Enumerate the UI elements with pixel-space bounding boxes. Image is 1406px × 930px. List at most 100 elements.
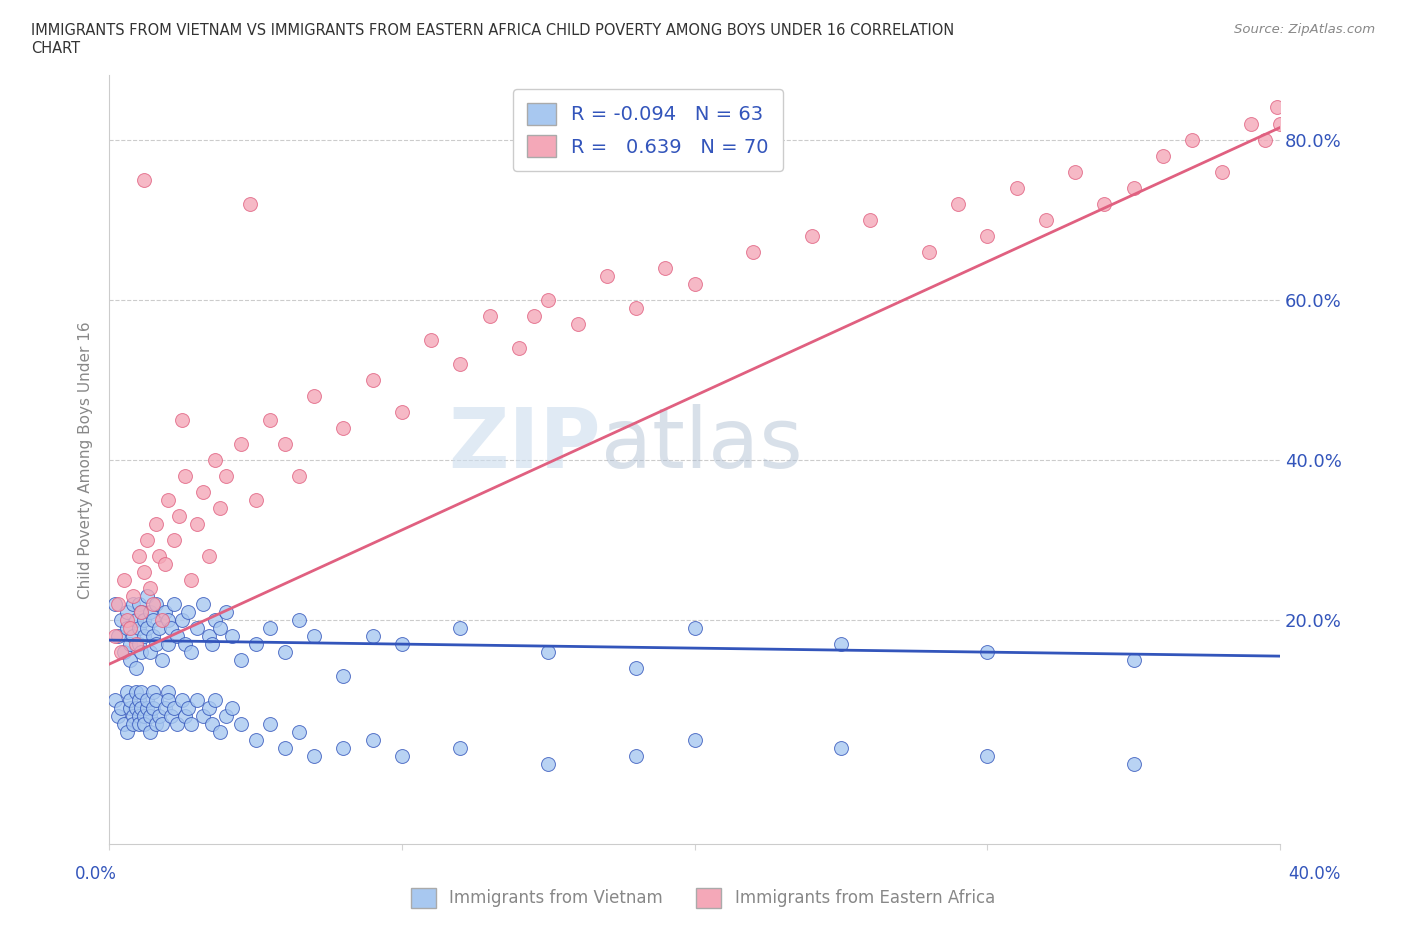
- Point: [274, 644, 297, 659]
- Point: [162, 700, 184, 715]
- Point: [450, 620, 472, 635]
- Point: [166, 717, 188, 732]
- Point: [110, 644, 132, 659]
- Point: [186, 516, 208, 531]
- Point: [201, 717, 224, 732]
- Point: [537, 757, 560, 772]
- Point: [156, 493, 179, 508]
- Point: [131, 700, 153, 715]
- Point: [150, 717, 173, 732]
- Point: [121, 717, 143, 732]
- Point: [391, 637, 413, 652]
- Point: [169, 509, 191, 524]
- Point: [124, 613, 146, 628]
- Point: [215, 709, 238, 724]
- Point: [180, 717, 202, 732]
- Point: [391, 405, 413, 419]
- Point: [683, 620, 706, 635]
- Point: [124, 637, 146, 652]
- Point: [361, 372, 384, 387]
- Point: [115, 604, 138, 619]
- Point: [159, 709, 181, 724]
- Point: [976, 228, 998, 243]
- Point: [142, 629, 165, 644]
- Point: [204, 693, 226, 708]
- Point: [274, 741, 297, 756]
- Point: [118, 637, 141, 652]
- Point: [209, 724, 232, 739]
- Point: [148, 620, 170, 635]
- Point: [153, 556, 176, 571]
- Point: [204, 613, 226, 628]
- Point: [121, 597, 143, 612]
- Point: [142, 684, 165, 699]
- Point: [124, 700, 146, 715]
- Legend: Immigrants from Vietnam, Immigrants from Eastern Africa: Immigrants from Vietnam, Immigrants from…: [405, 882, 1001, 914]
- Point: [624, 300, 647, 315]
- Point: [172, 412, 194, 427]
- Point: [221, 629, 243, 644]
- Point: [134, 172, 156, 187]
- Point: [136, 693, 159, 708]
- Point: [166, 629, 188, 644]
- Point: [204, 453, 226, 468]
- Y-axis label: Child Poverty Among Boys Under 16: Child Poverty Among Boys Under 16: [79, 321, 93, 599]
- Point: [145, 597, 167, 612]
- Point: [110, 613, 132, 628]
- Point: [107, 629, 129, 644]
- Point: [215, 604, 238, 619]
- Point: [624, 660, 647, 675]
- Point: [420, 332, 443, 347]
- Point: [229, 653, 252, 668]
- Point: [523, 308, 546, 323]
- Point: [145, 637, 167, 652]
- Point: [177, 604, 200, 619]
- Point: [288, 613, 311, 628]
- Point: [1254, 132, 1277, 147]
- Point: [124, 660, 146, 675]
- Point: [153, 700, 176, 715]
- Point: [139, 604, 162, 619]
- Point: [245, 493, 267, 508]
- Point: [148, 549, 170, 564]
- Point: [197, 549, 219, 564]
- Point: [104, 629, 127, 644]
- Point: [450, 356, 472, 371]
- Point: [1181, 132, 1204, 147]
- Point: [156, 684, 179, 699]
- Point: [1122, 180, 1144, 195]
- Point: [115, 613, 138, 628]
- Point: [221, 700, 243, 715]
- Text: atlas: atlas: [600, 404, 803, 485]
- Point: [148, 709, 170, 724]
- Point: [274, 436, 297, 451]
- Point: [1005, 180, 1028, 195]
- Point: [918, 245, 941, 259]
- Point: [121, 589, 143, 604]
- Point: [118, 653, 141, 668]
- Point: [209, 500, 232, 515]
- Text: Source: ZipAtlas.com: Source: ZipAtlas.com: [1234, 23, 1375, 36]
- Point: [112, 573, 135, 588]
- Point: [229, 436, 252, 451]
- Point: [131, 604, 153, 619]
- Point: [172, 613, 194, 628]
- Point: [259, 717, 281, 732]
- Point: [131, 644, 153, 659]
- Point: [124, 684, 146, 699]
- Point: [142, 613, 165, 628]
- Point: [139, 709, 162, 724]
- Point: [112, 644, 135, 659]
- Text: 0.0%: 0.0%: [75, 865, 117, 883]
- Point: [136, 533, 159, 548]
- Legend: R = -0.094   N = 63, R =   0.639   N = 70: R = -0.094 N = 63, R = 0.639 N = 70: [513, 89, 783, 171]
- Point: [624, 749, 647, 764]
- Point: [115, 724, 138, 739]
- Point: [128, 709, 150, 724]
- Point: [332, 420, 354, 435]
- Point: [191, 709, 214, 724]
- Point: [115, 620, 138, 635]
- Point: [1240, 116, 1263, 131]
- Point: [156, 613, 179, 628]
- Point: [121, 629, 143, 644]
